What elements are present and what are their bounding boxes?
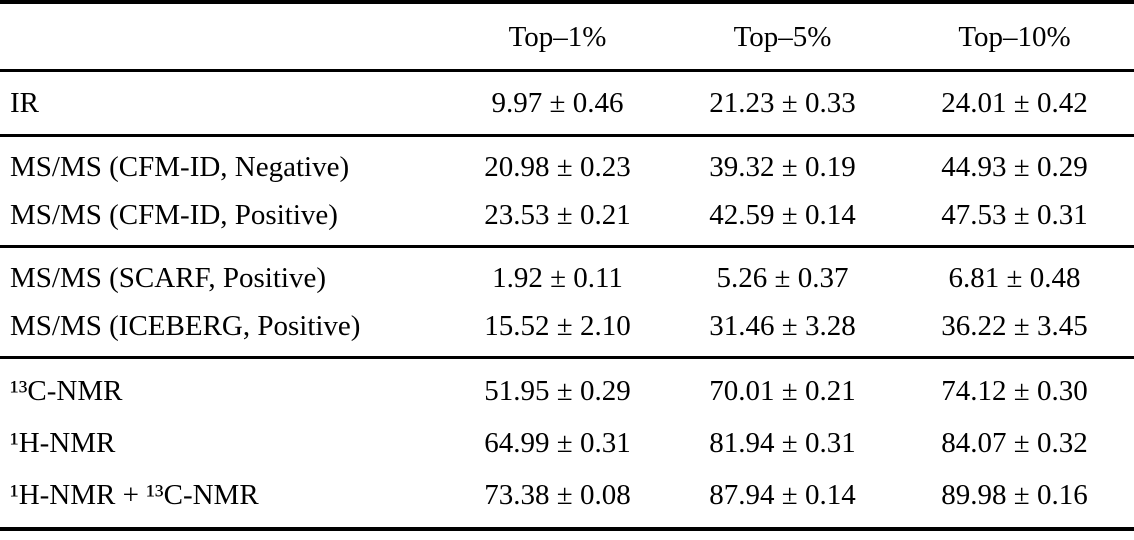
table-row-ir: IR 9.97 ± 0.46 21.23 ± 0.33 24.01 ± 0.42 (0, 71, 1134, 136)
table-cell: 44.93 ± 0.29 (895, 134, 1134, 191)
group-nmr: ¹³C-NMR 51.95 ± 0.29 70.01 ± 0.21 74.12 … (0, 356, 1134, 530)
row-label: IR (10, 87, 39, 119)
table-cell: 47.53 ± 0.31 (941, 199, 1088, 231)
row-label: MS/MS (SCARF, Positive) (0, 245, 445, 302)
table-cell: 81.94 ± 0.31 (709, 427, 856, 459)
row-label: ¹³C-NMR (0, 356, 445, 417)
row-label: MS/MS (CFM-ID, Positive) (10, 199, 338, 231)
row-label: MS/MS (ICEBERG, Positive) (10, 310, 361, 342)
table-cell: 15.52 ± 2.10 (484, 310, 631, 342)
table-cell: 84.07 ± 0.32 (941, 427, 1088, 459)
table-cell: 6.81 ± 0.48 (895, 245, 1134, 302)
group-msms-cfmid: MS/MS (CFM-ID, Negative) 20.98 ± 0.23 39… (0, 134, 1134, 247)
table-row-cfmid-negative: MS/MS (CFM-ID, Negative) 20.98 ± 0.23 39… (0, 134, 1134, 191)
table-row-iceberg-positive: MS/MS (ICEBERG, Positive) 15.52 ± 2.10 3… (0, 302, 1134, 358)
table-cell: 20.98 ± 0.23 (445, 134, 670, 191)
table-cell: 1.92 ± 0.11 (445, 245, 670, 302)
table-cell: 70.01 ± 0.21 (670, 356, 895, 417)
table-cell: 87.94 ± 0.14 (709, 479, 856, 511)
column-header-top5: Top–5% (670, 2, 895, 72)
table-cell: 36.22 ± 3.45 (941, 310, 1088, 342)
table-cell: 74.12 ± 0.30 (895, 356, 1134, 417)
table-row-scarf-positive: MS/MS (SCARF, Positive) 1.92 ± 0.11 5.26… (0, 245, 1134, 302)
table-cell: 39.32 ± 0.19 (670, 134, 895, 191)
table-cell: 42.59 ± 0.14 (709, 199, 856, 231)
table-cell: 23.53 ± 0.21 (484, 199, 631, 231)
table-header: Top–1% Top–5% Top–10% (0, 2, 1134, 72)
table-cell: 89.98 ± 0.16 (941, 479, 1088, 511)
table-cell: 31.46 ± 3.28 (709, 310, 856, 342)
table-cell: 21.23 ± 0.33 (709, 87, 856, 119)
table-cell: 24.01 ± 0.42 (941, 87, 1088, 119)
table-cell: 9.97 ± 0.46 (491, 87, 624, 119)
table-row-h1-plus-c13-nmr: ¹H-NMR + ¹³C-NMR 73.38 ± 0.08 87.94 ± 0.… (0, 469, 1134, 529)
table-row-c13-nmr: ¹³C-NMR 51.95 ± 0.29 70.01 ± 0.21 74.12 … (0, 356, 1134, 417)
row-label: MS/MS (CFM-ID, Negative) (0, 134, 445, 191)
column-header-top10: Top–10% (895, 2, 1134, 72)
table-cell: 64.99 ± 0.31 (484, 427, 631, 459)
table-cell: 5.26 ± 0.37 (670, 245, 895, 302)
table-row-h1-nmr: ¹H-NMR 64.99 ± 0.31 81.94 ± 0.31 84.07 ±… (0, 417, 1134, 469)
header-row: Top–1% Top–5% Top–10% (0, 2, 1134, 72)
column-header-blank (0, 2, 445, 72)
column-header-top1: Top–1% (445, 2, 670, 72)
group-msms-scarf-iceberg: MS/MS (SCARF, Positive) 1.92 ± 0.11 5.26… (0, 245, 1134, 358)
table-row-cfmid-positive: MS/MS (CFM-ID, Positive) 23.53 ± 0.21 42… (0, 191, 1134, 247)
row-label: ¹H-NMR (10, 427, 116, 459)
table-cell: 51.95 ± 0.29 (445, 356, 670, 417)
row-label: ¹H-NMR + ¹³C-NMR (10, 479, 259, 511)
group-ir: IR 9.97 ± 0.46 21.23 ± 0.33 24.01 ± 0.42 (0, 71, 1134, 136)
table-cell: 73.38 ± 0.08 (484, 479, 631, 511)
